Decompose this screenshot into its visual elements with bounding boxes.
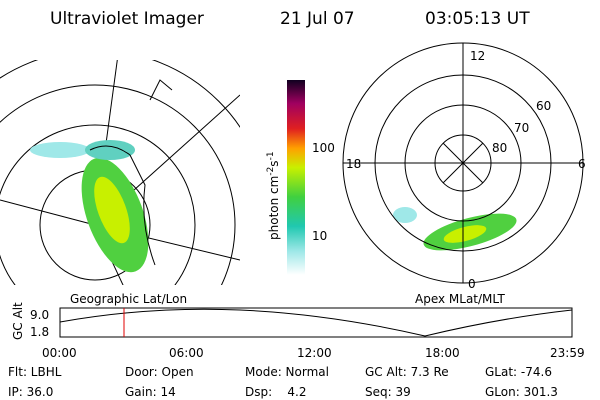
info-field: GC Alt: 7.3 Re	[365, 365, 449, 379]
info-field: GLat: -74.6	[485, 365, 552, 379]
panel-label: Geographic Lat/Lon	[70, 292, 187, 306]
y-tick-label: 9.0	[30, 308, 49, 322]
x-tick-label: 06:00	[169, 346, 204, 360]
title: Ultraviolet Imager	[50, 9, 204, 29]
mlat-label: 80	[492, 141, 507, 155]
mlt-label: 0	[468, 277, 476, 291]
info-field: Door: Open	[125, 365, 194, 379]
x-tick-label: 23:59	[550, 346, 585, 360]
info-field: Seq: 39	[365, 385, 411, 399]
panel-label: Apex MLat/MLT	[415, 292, 505, 306]
x-tick-label: 18:00	[425, 346, 460, 360]
mlat-label: 70	[514, 121, 529, 135]
colorbar	[287, 80, 305, 275]
geo-map	[0, 60, 240, 285]
altitude-plot	[59, 307, 573, 338]
info-field: Flt: LBHL	[8, 365, 62, 379]
info-field: Mode: Normal	[245, 365, 329, 379]
info-field: GLon: 301.3	[485, 385, 558, 399]
mlt-label: 6	[578, 157, 586, 171]
altitude-axis-label: GC Alt	[11, 302, 25, 340]
mlt-label: 18	[346, 157, 361, 171]
colorbar-label: 10	[312, 229, 327, 243]
info-field: IP: 36.0	[8, 385, 53, 399]
y-tick-label: 1.8	[30, 325, 49, 339]
mlat-label: 60	[536, 99, 551, 113]
time: 03:05:13 UT	[425, 9, 530, 29]
polar-plot	[342, 42, 584, 284]
info-field: Dsp: 4.2	[245, 385, 307, 399]
colorbar-label: 100	[312, 141, 335, 155]
x-tick-label: 00:00	[42, 346, 77, 360]
mlt-label: 12	[470, 49, 485, 63]
colorbar-unit: photon cm-2s-1	[266, 151, 281, 240]
info-field: Gain: 14	[125, 385, 176, 399]
x-tick-label: 12:00	[297, 346, 332, 360]
info-panel: Flt: LBHL Door: Open Mode: Normal GC Alt: 7…	[8, 365, 558, 399]
date: 21 Jul 07	[280, 9, 355, 29]
